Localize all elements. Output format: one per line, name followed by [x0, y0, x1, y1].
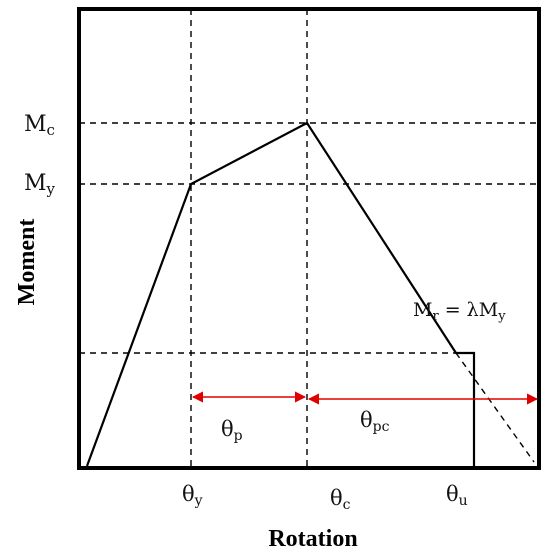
- theta-pc-label: θpc: [360, 408, 390, 435]
- theta-c-label: θc: [330, 486, 351, 513]
- mc-label: Mc: [24, 112, 55, 139]
- extension-dashed-line: [455, 352, 535, 463]
- theta-p-label: θp: [221, 417, 243, 444]
- plot-frame: [77, 7, 541, 470]
- guide-lines: [79, 9, 539, 468]
- theta-u-label: θu: [446, 482, 468, 509]
- x-axis-title: Rotation: [268, 526, 357, 552]
- y-axis-title: Moment: [14, 219, 40, 306]
- my-label: My: [24, 171, 56, 198]
- backbone-curve: [85, 121, 476, 468]
- theta-y-label: θy: [182, 482, 203, 509]
- residual-moment-label: Mr = λMy: [413, 299, 506, 324]
